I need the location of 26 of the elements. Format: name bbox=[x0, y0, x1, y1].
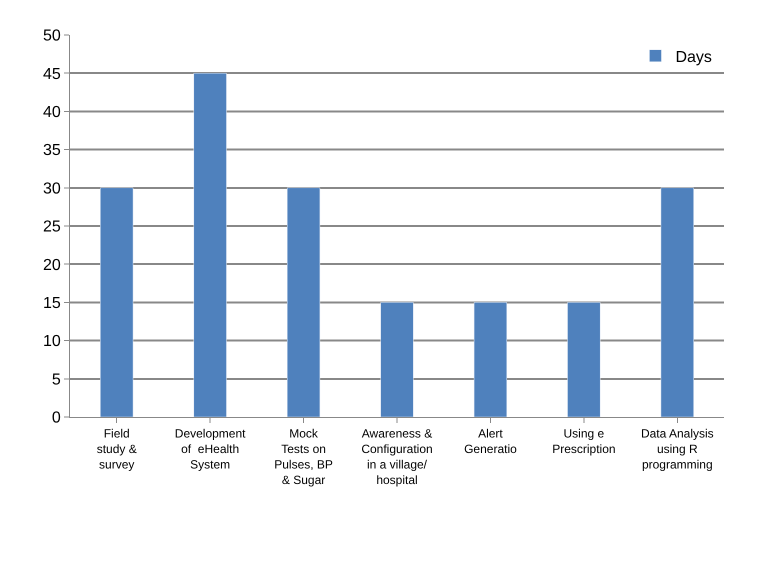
y-tick-label: 15 bbox=[43, 295, 61, 312]
y-tick-label: 50 bbox=[43, 28, 61, 45]
y-tick-label: 45 bbox=[43, 66, 61, 83]
y-tick-label: 40 bbox=[43, 104, 61, 121]
y-tick-label: 35 bbox=[43, 142, 61, 160]
x-tick-label: Development of eHealth System bbox=[174, 426, 246, 472]
y-tick-label: 30 bbox=[43, 180, 61, 198]
x-tick-label: Mock Tests on Pulses, BP & Sugar bbox=[274, 426, 333, 488]
y-tick-label: 10 bbox=[43, 333, 61, 350]
bar bbox=[100, 188, 134, 417]
y-tick-label: 25 bbox=[43, 218, 61, 236]
x-tick-label: Data Analysis using R programming bbox=[640, 426, 714, 472]
y-tick-label: 0 bbox=[52, 410, 61, 427]
x-tick-label: Field study & survey bbox=[96, 426, 137, 472]
y-tick-label: 20 bbox=[43, 256, 61, 274]
bar bbox=[286, 188, 320, 417]
x-tick-label: Using e Prescription bbox=[552, 426, 616, 456]
bar bbox=[567, 302, 600, 417]
y-tick-label: 5 bbox=[52, 371, 61, 388]
bar bbox=[660, 188, 694, 417]
bar bbox=[194, 72, 227, 417]
x-tick-label: Awareness & Configuration in a village/ hospital bbox=[361, 426, 433, 488]
x-tick-label: Alert Generatio bbox=[464, 426, 518, 456]
legend-label: Days bbox=[675, 48, 712, 66]
bar bbox=[380, 302, 414, 417]
bar bbox=[474, 302, 508, 417]
